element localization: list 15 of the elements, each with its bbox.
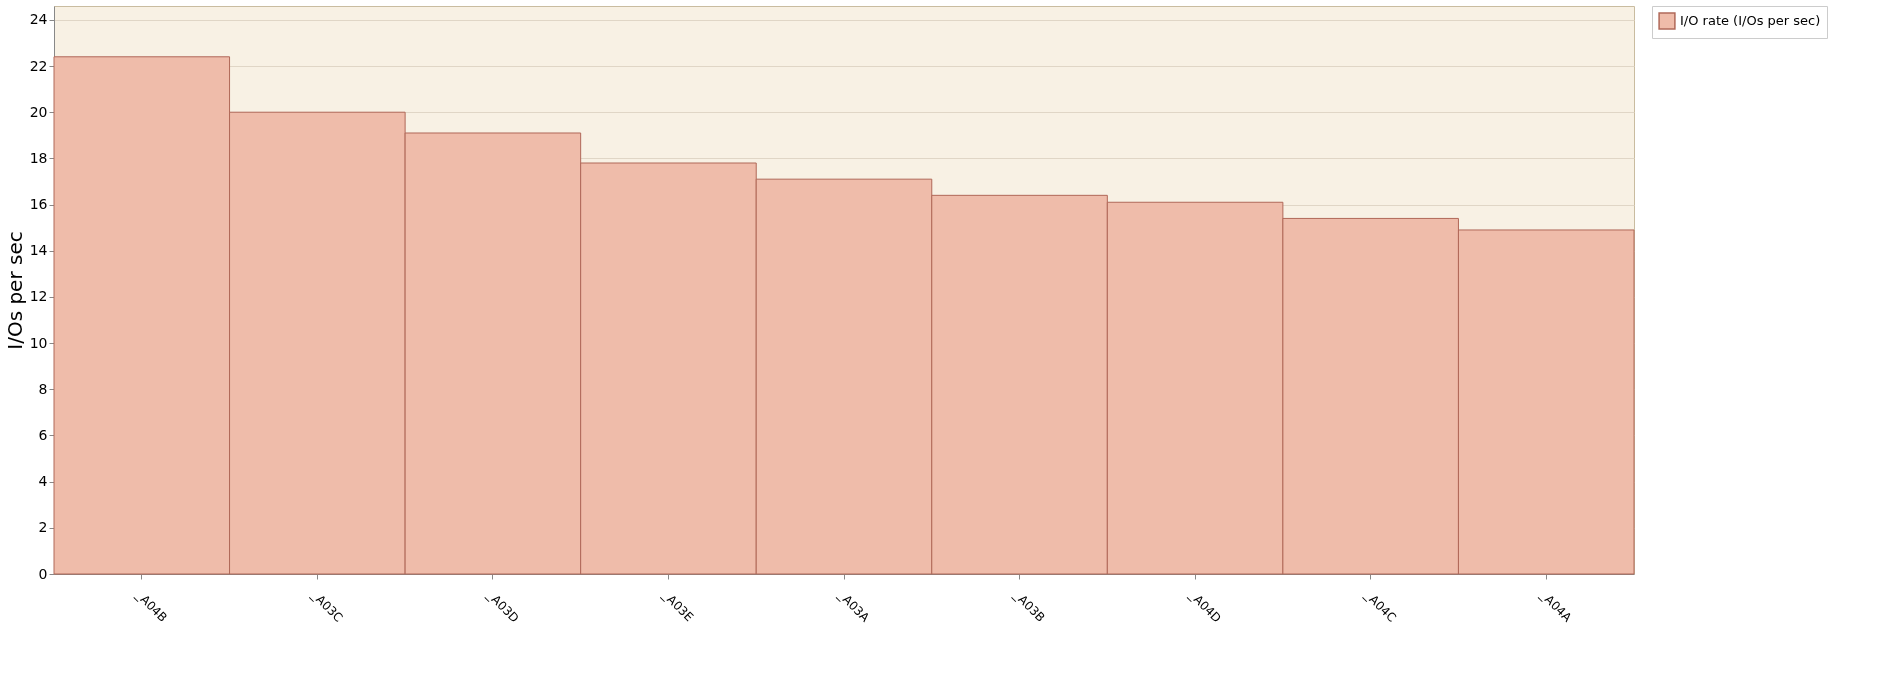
y-tick-label: 2	[38, 519, 48, 536]
y-tick-label: 8	[38, 380, 48, 397]
y-tick-label: 4	[38, 473, 48, 490]
y-tick-label: 12	[29, 288, 48, 305]
legend-label: I/O rate (I/Os per sec)	[1680, 13, 1821, 28]
y-tick-label: 22	[29, 57, 48, 74]
y-tick-label: 18	[29, 149, 48, 166]
y-tick-label: 24	[29, 11, 48, 28]
y-tick-label: 6	[38, 426, 48, 443]
y-axis-title: I/Os per sec	[2, 231, 27, 350]
y-tick-label: 20	[29, 103, 48, 120]
y-tick-label: 10	[29, 334, 48, 351]
y-tick-label: 14	[29, 242, 48, 259]
y-tick-label: 0	[38, 565, 48, 582]
y-tick-label: 16	[29, 196, 48, 213]
